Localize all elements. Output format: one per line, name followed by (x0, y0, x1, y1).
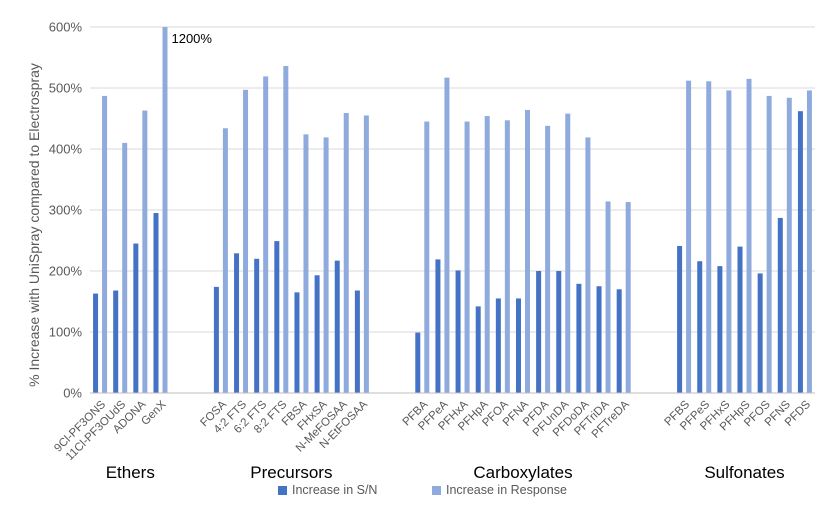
bar-response (363, 115, 369, 393)
bar-sn (153, 213, 159, 393)
bar-response (243, 89, 249, 393)
bar-response (222, 128, 228, 393)
bar-sn (757, 273, 763, 393)
bar-sn (415, 332, 421, 393)
bar-sn (495, 298, 501, 393)
group-label: Carboxylates (473, 463, 572, 482)
bar-sn (515, 298, 521, 393)
y-tick-label: 600% (49, 20, 83, 35)
bar-sn (354, 290, 360, 393)
legend-label-response: Increase in Response (446, 483, 567, 497)
group-label: Precursors (250, 463, 332, 482)
bar-sn (133, 243, 139, 393)
bar-sn (234, 253, 240, 393)
bar-response (746, 78, 752, 393)
bar-sn (93, 293, 99, 393)
bar-sn (274, 241, 280, 393)
bar-sn (677, 245, 683, 393)
overflow-annotation: 1200% (171, 31, 212, 46)
bars (93, 27, 812, 394)
y-tick-label: 200% (49, 264, 83, 279)
bar-response (806, 90, 812, 393)
y-axis-title: % Increase with UniSpray compared to Ele… (26, 63, 42, 387)
bar-response (343, 113, 349, 393)
bar-response (263, 76, 269, 393)
bar-response (565, 113, 571, 394)
bar-sn (213, 286, 219, 393)
bar-sn (254, 258, 260, 393)
y-tick-label: 300% (49, 203, 83, 218)
bar-response (444, 77, 450, 393)
y-tick-label: 400% (49, 142, 83, 157)
bar-response (766, 95, 772, 394)
bar-sn (717, 266, 723, 393)
bar-sn (737, 246, 743, 393)
bar-response (142, 110, 148, 393)
bar-sn (596, 286, 602, 393)
bar-response (545, 125, 551, 393)
bar-sn (475, 306, 481, 393)
bar-response (686, 80, 692, 394)
bar-response (102, 95, 108, 394)
bar-sn (777, 217, 783, 393)
bar-response (484, 116, 490, 393)
bar-sn (556, 271, 562, 393)
bar-sn (435, 259, 441, 393)
bar-response (323, 137, 329, 393)
bar-sn (536, 271, 542, 393)
legend-swatch-response (432, 486, 441, 495)
legend-label-sn: Increase in S/N (292, 483, 377, 497)
bar-sn (455, 270, 461, 393)
bar-sn (616, 289, 622, 393)
bar-response (625, 202, 631, 393)
y-tick-label: 500% (49, 81, 83, 96)
bar-response (706, 81, 712, 393)
bar-sn (113, 290, 119, 393)
bar-response (464, 121, 470, 394)
legend: Increase in S/N Increase in Response (278, 483, 567, 497)
bar-sn (797, 111, 803, 394)
bar-response (424, 121, 430, 394)
bar-response (303, 134, 309, 394)
bar-response (605, 201, 611, 393)
bar-response (524, 109, 530, 394)
bar-sn (294, 292, 300, 393)
bar-sn (314, 275, 320, 393)
bar-response (122, 142, 128, 393)
bar-response (283, 66, 289, 393)
bar-response (162, 27, 168, 393)
group-label: Ethers (106, 463, 155, 482)
bar-response (585, 137, 591, 393)
bar-sn (334, 260, 340, 393)
gridlines (90, 26, 815, 333)
bar-response (726, 90, 732, 393)
bar-response (786, 97, 792, 393)
bar-response (504, 120, 510, 393)
y-tick-label: 100% (49, 325, 83, 340)
y-tick-label: 0% (63, 386, 82, 401)
group-label: Sulfonates (704, 463, 784, 482)
bar-sn (576, 283, 582, 393)
bar-sn (697, 261, 703, 393)
legend-swatch-sn (278, 486, 287, 495)
